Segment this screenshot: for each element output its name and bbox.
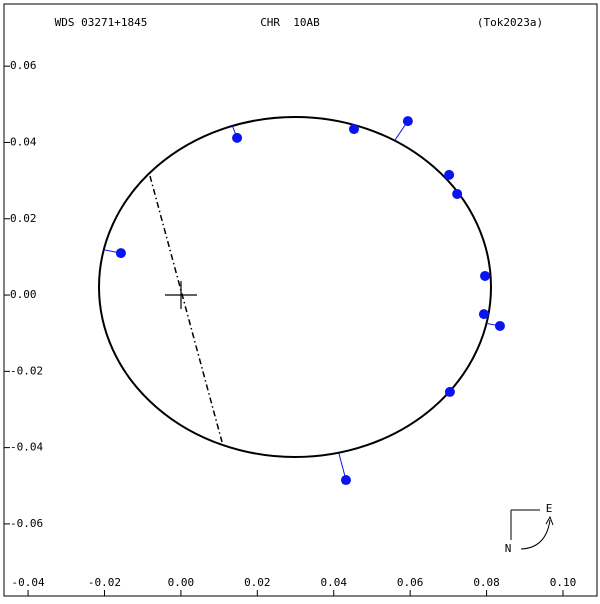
x-tick-label: 0.06 — [397, 576, 424, 589]
y-tick-label: -0.02 — [10, 364, 43, 377]
compass-east: E — [546, 502, 553, 515]
y-tick-label: 0.06 — [10, 59, 37, 72]
x-tick-label: -0.02 — [88, 576, 121, 589]
observation — [452, 189, 462, 199]
reference: (Tok2023a) — [477, 16, 543, 29]
orbit — [99, 117, 491, 457]
y-tick-label: 0.04 — [10, 135, 37, 148]
y-tick-label: -0.06 — [10, 517, 43, 530]
line-of-nodes — [150, 176, 222, 442]
observation — [495, 321, 505, 331]
observation — [480, 271, 490, 281]
y-tick-label: 0.00 — [10, 288, 37, 301]
x-tick-label: 0.02 — [244, 576, 271, 589]
observation — [444, 170, 454, 180]
x-tick-label: -0.04 — [12, 576, 45, 589]
observation — [116, 248, 126, 258]
chart-title: WDS 03271+1845 — [55, 16, 148, 29]
x-tick-label: 0.00 — [168, 576, 195, 589]
x-tick-label: 0.04 — [320, 576, 347, 589]
observation — [341, 475, 351, 485]
observation — [403, 116, 413, 126]
observation — [349, 124, 359, 134]
frame — [4, 4, 597, 596]
observation — [232, 133, 242, 143]
x-tick-label: 0.08 — [473, 576, 500, 589]
y-tick-label: -0.04 — [10, 441, 43, 454]
chart-subtitle: CHR 10AB — [260, 16, 320, 29]
y-tick-label: 0.02 — [10, 212, 37, 225]
x-tick-label: 0.10 — [550, 576, 577, 589]
compass: E N — [505, 502, 553, 555]
compass-arrow — [521, 520, 550, 549]
observation — [479, 309, 489, 319]
observation — [445, 387, 455, 397]
compass-north: N — [505, 542, 512, 555]
